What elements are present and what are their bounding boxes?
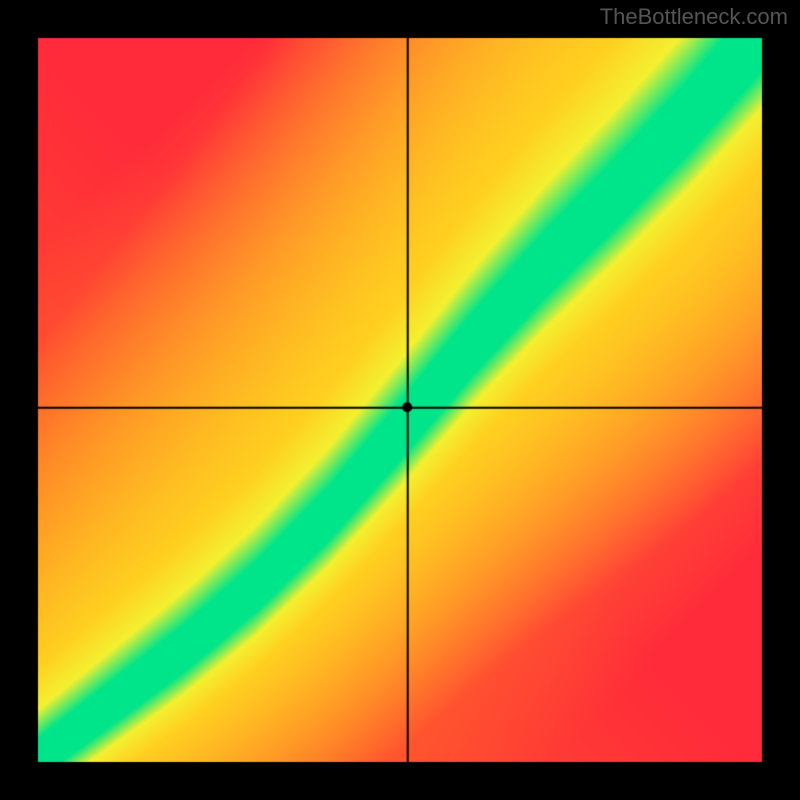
watermark-text: TheBottleneck.com [600, 4, 788, 30]
bottleneck-heatmap [0, 0, 800, 800]
